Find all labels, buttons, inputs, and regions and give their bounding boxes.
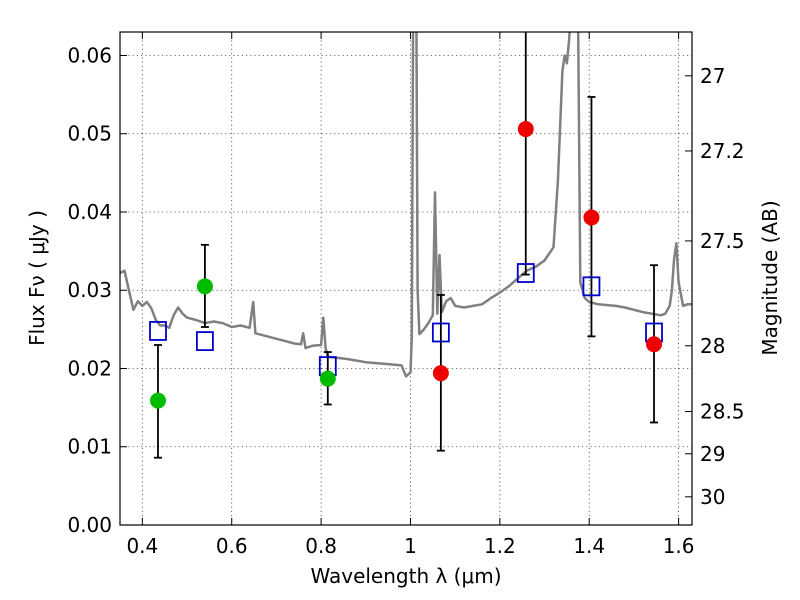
- y-tick-label: 0.03: [67, 278, 112, 302]
- x-tick-label: 1.6: [663, 534, 695, 558]
- error-bars: [153, 32, 659, 459]
- right-tick-label: 27: [700, 64, 725, 88]
- data-point: [319, 370, 336, 387]
- x-axis-label: Wavelength λ (μm): [310, 564, 501, 588]
- x-tick-label: 1: [404, 534, 417, 558]
- x-tick-label: 0.4: [126, 534, 158, 558]
- y-tick-label: 0.05: [67, 122, 112, 146]
- right-tick-label: 27.2: [700, 139, 745, 163]
- x-tick-label: 0.8: [305, 534, 337, 558]
- data-point: [646, 336, 663, 353]
- y-axis-label: Flux Fν ( μJy ): [25, 210, 49, 346]
- x-tick-label: 1.2: [484, 534, 516, 558]
- right-tick-label: 28.5: [700, 400, 745, 424]
- right-tick-label: 29: [700, 442, 725, 466]
- x-tick-label: 0.6: [216, 534, 248, 558]
- data-point: [583, 209, 600, 226]
- model-point: [431, 322, 450, 343]
- data-point: [196, 278, 213, 295]
- observed-points: [149, 121, 663, 409]
- right-tick-label: 30: [700, 485, 725, 509]
- data-point: [149, 392, 166, 409]
- axes: 0.4 0.6 0.8 1 1.2 1.4 1.6 0.00 0.01 0.02 0.03 0.04 0…: [67, 32, 745, 558]
- data-point: [432, 365, 449, 382]
- y-tick-label: 0.01: [67, 435, 112, 459]
- y-tick-label: 0.04: [67, 200, 112, 224]
- right-axis-label: Magnitude (AB): [758, 200, 782, 355]
- model-point: [149, 321, 167, 341]
- model-points: [149, 263, 663, 377]
- model-point: [196, 331, 214, 352]
- plot-frame: [119, 31, 693, 526]
- right-tick-label: 28: [700, 334, 725, 358]
- model-point: [582, 276, 601, 297]
- data-point: [517, 121, 534, 138]
- y-tick-label: 0.06: [67, 43, 112, 67]
- x-tick-label: 1.4: [573, 534, 605, 558]
- model-point: [516, 263, 535, 283]
- y-tick-label: 0.02: [67, 356, 112, 380]
- right-tick-label: 27.5: [700, 229, 745, 253]
- y-tick-label: 0.00: [67, 513, 112, 537]
